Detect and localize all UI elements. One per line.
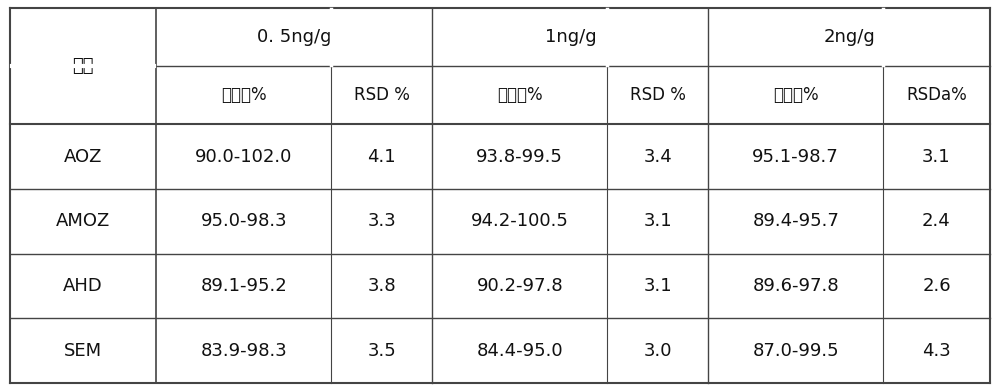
Text: 90.2-97.8: 90.2-97.8 — [476, 277, 563, 295]
Text: 95.1-98.7: 95.1-98.7 — [752, 148, 839, 166]
Text: RSDa%: RSDa% — [906, 86, 967, 104]
Text: 1ng/g: 1ng/g — [545, 28, 596, 46]
Text: 3.1: 3.1 — [643, 212, 672, 230]
Text: 3.4: 3.4 — [643, 148, 672, 166]
Text: 3.0: 3.0 — [643, 342, 672, 360]
Text: 3.3: 3.3 — [367, 212, 396, 230]
Text: AMOZ: AMOZ — [56, 212, 110, 230]
Text: 84.4-95.0: 84.4-95.0 — [476, 342, 563, 360]
Text: 回收率%: 回收率% — [221, 86, 267, 104]
Text: 2.4: 2.4 — [922, 212, 951, 230]
Text: 0. 5ng/g: 0. 5ng/g — [257, 28, 332, 46]
Text: 83.9-98.3: 83.9-98.3 — [200, 342, 287, 360]
Text: 3.8: 3.8 — [367, 277, 396, 295]
Text: 89.4-95.7: 89.4-95.7 — [752, 212, 839, 230]
Text: 93.8-99.5: 93.8-99.5 — [476, 148, 563, 166]
Text: 药物: 药物 — [72, 57, 94, 75]
Text: 3.1: 3.1 — [643, 277, 672, 295]
Text: 3.5: 3.5 — [367, 342, 396, 360]
Text: 2ng/g: 2ng/g — [823, 28, 875, 46]
Text: 87.0-99.5: 87.0-99.5 — [752, 342, 839, 360]
Text: 89.6-97.8: 89.6-97.8 — [752, 277, 839, 295]
Text: 90.0-102.0: 90.0-102.0 — [195, 148, 292, 166]
Text: AHD: AHD — [63, 277, 103, 295]
Text: 2.6: 2.6 — [922, 277, 951, 295]
Text: RSD %: RSD % — [354, 86, 410, 104]
Text: 89.1-95.2: 89.1-95.2 — [200, 277, 287, 295]
Text: 94.2-100.5: 94.2-100.5 — [471, 212, 569, 230]
Text: AOZ: AOZ — [64, 148, 102, 166]
Text: 3.1: 3.1 — [922, 148, 951, 166]
Text: SEM: SEM — [64, 342, 102, 360]
Text: 4.3: 4.3 — [922, 342, 951, 360]
Text: RSD %: RSD % — [630, 86, 686, 104]
Text: 回收率%: 回收率% — [773, 86, 819, 104]
Text: 回收率%: 回收率% — [497, 86, 543, 104]
Text: 95.0-98.3: 95.0-98.3 — [200, 212, 287, 230]
Text: 4.1: 4.1 — [367, 148, 396, 166]
